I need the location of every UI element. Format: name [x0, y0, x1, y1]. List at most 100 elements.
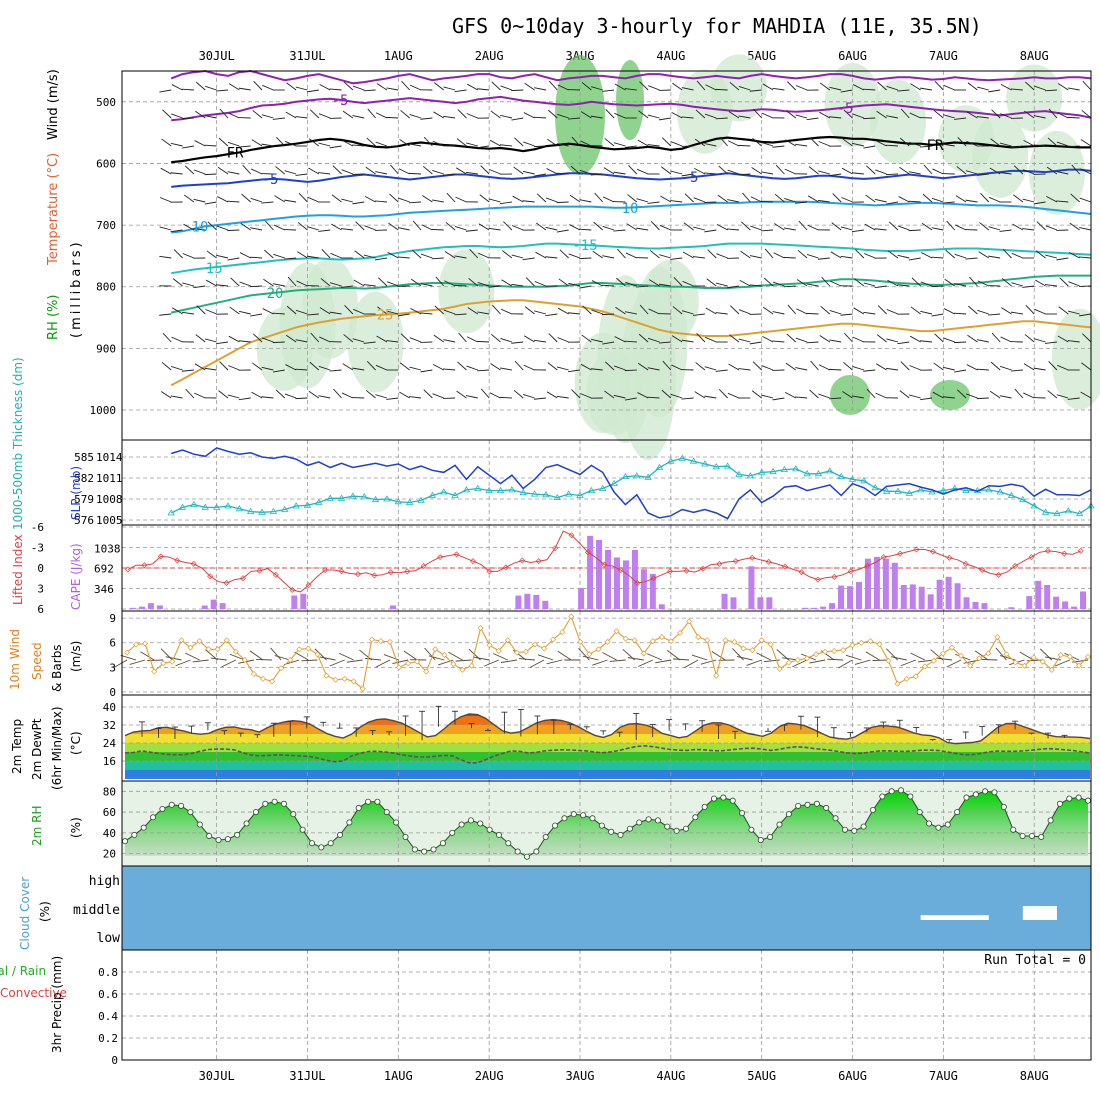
slp-line — [170, 447, 1092, 520]
thickness-marker — [894, 487, 902, 494]
wind-barb — [182, 145, 194, 149]
thickness-marker — [769, 467, 777, 475]
thickness-marker — [780, 465, 789, 472]
wind-barb — [831, 222, 842, 231]
wind10-speed-marker — [758, 637, 765, 644]
wind-barb — [375, 257, 388, 261]
y-tick-label: 3 — [37, 583, 44, 596]
wind-barb — [205, 85, 217, 91]
wind-barb — [478, 252, 490, 259]
thickness-marker — [201, 503, 209, 510]
wind-barb — [591, 280, 603, 287]
wind-barb — [252, 362, 263, 371]
wind10-barb — [140, 651, 155, 661]
cape-bar — [1035, 580, 1042, 609]
wind-barb — [614, 83, 626, 91]
wind-barb — [443, 173, 456, 176]
wind10-speed-marker — [142, 640, 149, 647]
wind-barb — [681, 310, 694, 315]
wind-barb — [342, 363, 354, 371]
wind-barb — [1033, 367, 1046, 371]
wind-barb — [819, 111, 831, 119]
wind10-barb — [854, 659, 871, 665]
wind-barb — [534, 173, 547, 177]
wind-barb — [988, 255, 1001, 259]
thickness-marker — [610, 479, 618, 486]
rh-marker — [664, 823, 671, 830]
wind-barb — [1034, 308, 1046, 315]
wind-barb — [490, 110, 501, 119]
thickness-marker — [735, 470, 743, 477]
wind-barb — [752, 137, 762, 147]
wind-barb — [523, 112, 535, 119]
cape-ylabel-cape: CAPE (J/kg) — [69, 543, 83, 610]
rh-marker — [944, 821, 951, 828]
wind10-barb — [424, 647, 436, 661]
wind10-speed-marker — [586, 651, 593, 658]
wind-barb — [579, 169, 592, 175]
wind-barb — [1067, 340, 1080, 343]
wind-barb — [1013, 194, 1024, 203]
wind-barb — [458, 332, 467, 343]
wind-barb — [942, 143, 955, 147]
wind-barb — [783, 227, 796, 231]
wind-barb — [261, 337, 274, 343]
rh-marker — [898, 787, 905, 794]
wind10-speed-marker — [441, 652, 448, 659]
wind-barb — [752, 361, 763, 371]
wind-barb — [1010, 88, 1023, 91]
contour-label: 25 — [377, 307, 394, 323]
wind-barb — [295, 339, 308, 343]
wind-barb — [548, 333, 558, 343]
wind10-speed-marker — [722, 637, 729, 644]
rh-marker — [916, 809, 923, 816]
wind-barb — [671, 364, 683, 371]
wind10-barb — [229, 653, 246, 661]
wind-barb — [400, 333, 410, 343]
wind10-barb — [683, 659, 699, 669]
wind-barb — [976, 368, 989, 371]
wind10-barb — [872, 659, 889, 662]
wind-barb — [852, 336, 865, 343]
wind-barb — [705, 84, 717, 91]
cape-bar — [882, 558, 889, 609]
lifted-index-marker — [453, 551, 460, 558]
cape-bar — [936, 579, 943, 609]
lifted-index-marker — [732, 558, 739, 565]
wind10-speed-marker — [341, 675, 348, 682]
wind-barb — [897, 284, 910, 287]
wind-barb — [306, 89, 319, 93]
lifted-index-marker — [305, 582, 312, 589]
wind-barb — [671, 111, 683, 119]
wind10-speed-marker — [468, 662, 475, 669]
lifted-index-marker — [207, 573, 214, 580]
wind-barb — [840, 313, 853, 316]
wind-barb — [1079, 227, 1092, 231]
wind10-speed-marker — [658, 633, 665, 640]
wind-barb — [238, 145, 251, 148]
y-tick-label: 1000 — [90, 404, 117, 417]
wind-barb — [511, 117, 524, 121]
wind-barb — [1046, 166, 1058, 175]
wind-barb — [660, 166, 672, 175]
thickness-marker — [292, 502, 300, 509]
y-tick-label: 80 — [103, 785, 116, 798]
rh-marker — [542, 834, 549, 841]
y-tick-label: 0.8 — [98, 966, 118, 979]
cape-bar — [963, 597, 970, 609]
wind-barb — [840, 89, 853, 93]
wind-barb — [263, 278, 274, 287]
wind10-barb — [592, 659, 608, 666]
contour-label: FR — [227, 145, 244, 161]
wind-barb — [218, 390, 229, 399]
wind-barb — [934, 81, 944, 91]
wind-barb — [308, 138, 320, 147]
wind-barb — [488, 285, 501, 288]
wind-barb — [253, 81, 263, 91]
wind-barb — [639, 81, 649, 91]
wind-barb — [840, 255, 853, 259]
top-date-label: 5AUG — [747, 49, 776, 63]
wind-barb — [534, 87, 547, 91]
wind-barb — [942, 396, 955, 399]
wind-barb — [761, 171, 774, 175]
